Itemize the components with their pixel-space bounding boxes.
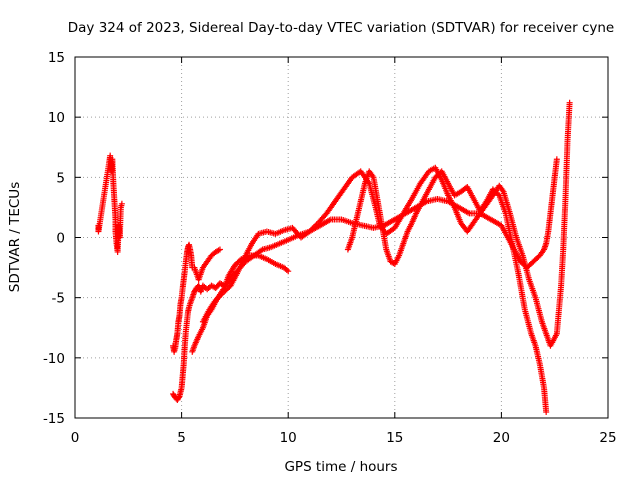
series-sat-b (170, 241, 196, 355)
x-tick-label: 20 (493, 430, 510, 446)
data-point (543, 408, 550, 415)
series-sat-a (95, 152, 125, 255)
x-tick-label: 0 (71, 430, 80, 446)
x-tick-label: 15 (386, 430, 403, 446)
x-tick-label: 10 (280, 430, 297, 446)
chart-title: Day 324 of 2023, Sidereal Day-to-day VTE… (68, 20, 614, 36)
data-point (285, 268, 292, 275)
x-axis-label: GPS time / hours (284, 459, 397, 475)
x-tick-label: 25 (599, 430, 616, 446)
series-sat-g (344, 168, 550, 415)
data-point (494, 191, 501, 198)
data-point (553, 156, 560, 163)
y-tick-label: 5 (56, 170, 65, 186)
series-sat-e (191, 246, 223, 283)
data-point (566, 99, 573, 106)
plot-frame (74, 56, 609, 419)
y-axis-label: SDTVAR / TECUs (7, 182, 23, 292)
y-tick-label: 15 (48, 50, 65, 66)
grid-lines (75, 57, 608, 418)
data-point (216, 246, 223, 253)
y-tick-label: -5 (52, 291, 65, 307)
y-tick-label: -10 (43, 351, 65, 367)
x-tick-label: 5 (177, 430, 186, 446)
data-point (118, 200, 125, 207)
y-tick-label: -15 (43, 411, 65, 427)
y-tick-label: 0 (56, 231, 65, 247)
data-point (175, 394, 182, 401)
axis-ticks: 0 5 10 15 20 25 -15 -10 -5 0 5 10 15 (43, 50, 617, 446)
y-tick-label: 10 (48, 110, 65, 126)
data-marks (95, 99, 573, 415)
